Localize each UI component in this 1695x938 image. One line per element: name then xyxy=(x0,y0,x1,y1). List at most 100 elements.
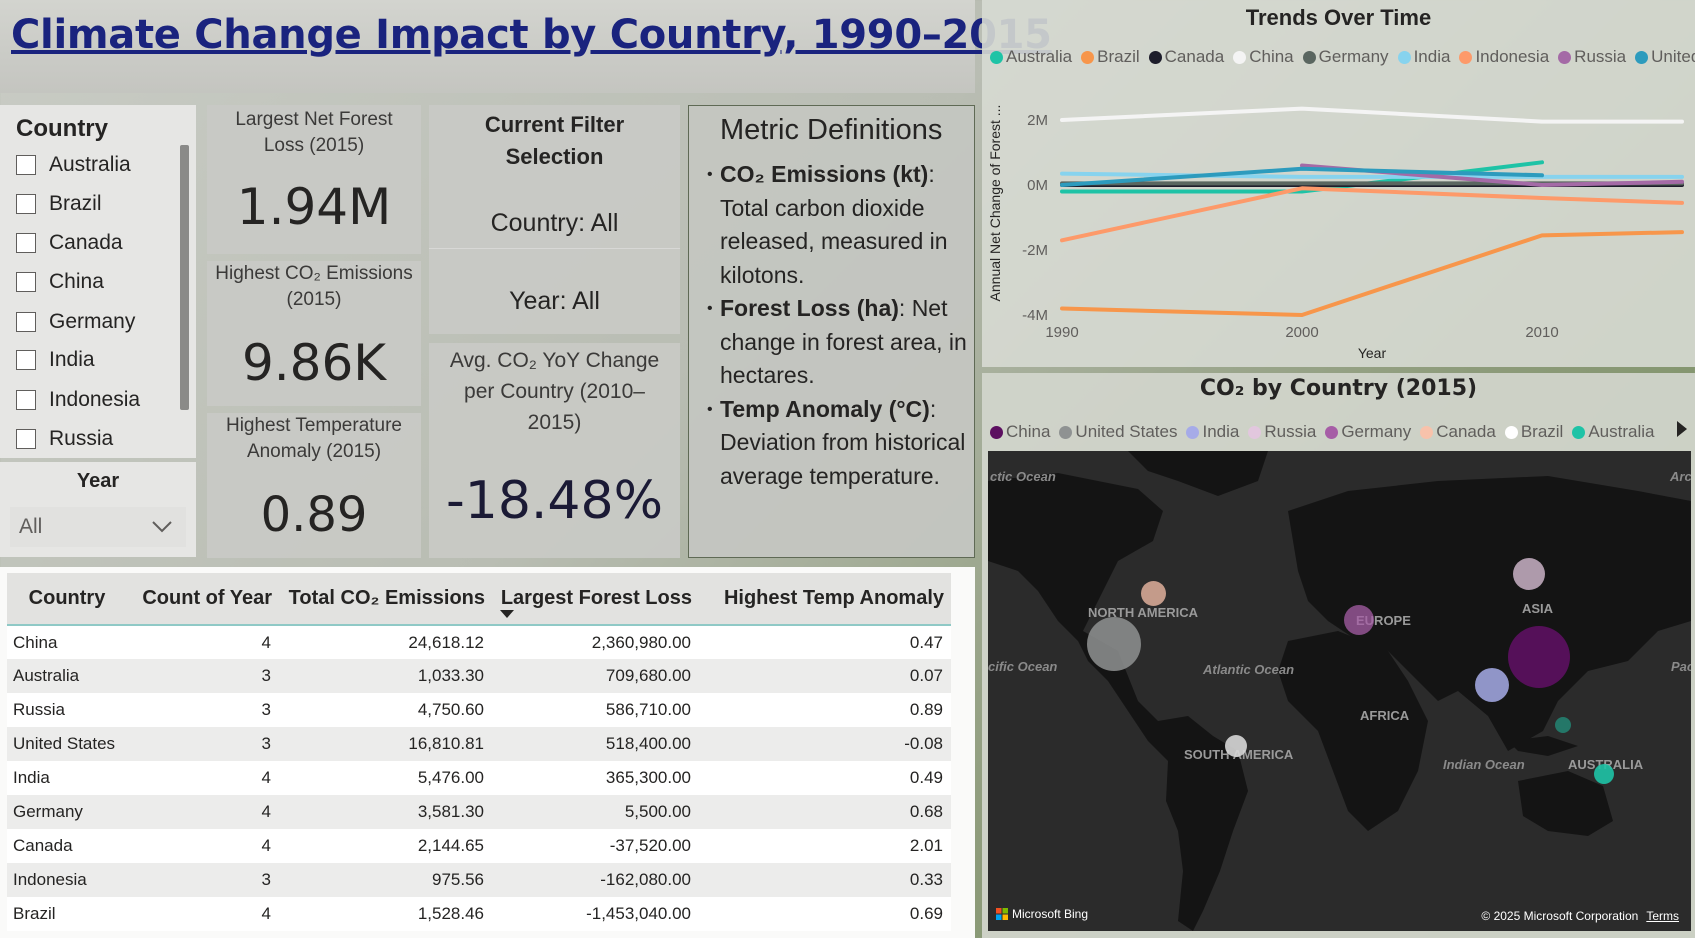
checkbox[interactable] xyxy=(16,155,36,175)
table-row[interactable]: United States 3 16,810.81 518,400.00 -0.08 xyxy=(7,727,951,761)
table-cell: 1,528.46 xyxy=(279,897,492,931)
map-bubble-indonesia[interactable] xyxy=(1555,717,1571,733)
map-bubble-united-states[interactable] xyxy=(1087,617,1141,671)
map-bubble-china[interactable] xyxy=(1508,626,1570,688)
legend-item[interactable]: United St... xyxy=(1635,47,1695,67)
checkbox[interactable] xyxy=(16,233,36,253)
checkbox[interactable] xyxy=(16,390,36,410)
kpi-label: Highest CO₂ Emissions (2015) xyxy=(215,263,413,310)
table-row[interactable]: Australia 3 1,033.30 709,680.00 0.07 xyxy=(7,659,951,693)
legend-item[interactable]: Brazil xyxy=(1081,47,1140,67)
column-header-label: Largest Forest Loss xyxy=(500,587,692,609)
legend-item[interactable]: China xyxy=(1233,47,1294,67)
map-label: Indian Ocean xyxy=(1443,757,1525,772)
table-row[interactable]: India 4 5,476.00 365,300.00 0.49 xyxy=(7,761,951,795)
legend-dot-icon xyxy=(1420,425,1434,439)
table-cell: 0.49 xyxy=(699,761,951,795)
world-map[interactable]: ctic Ocean Arc cific Ocean Atlantic Ocea… xyxy=(988,451,1691,931)
legend-item[interactable]: Canada xyxy=(1148,47,1224,67)
legend-item[interactable]: Indonesia xyxy=(1459,47,1549,67)
series-line-united-st-[interactable] xyxy=(1060,166,1544,187)
column-header-total-co2[interactable]: Total CO₂ Emissions xyxy=(279,573,492,626)
legend-next-arrow-icon[interactable] xyxy=(1677,421,1687,437)
slicer-item-brazil[interactable]: Brazil xyxy=(16,189,102,219)
chart-title: Trends Over Time xyxy=(1245,5,1432,30)
legend-item[interactable]: Brazil xyxy=(1504,422,1563,442)
map-bubble-brazil[interactable] xyxy=(1225,735,1247,757)
column-header-largest-forest-loss[interactable]: Largest Forest Loss xyxy=(492,573,699,626)
filter-selection-card: Current Filter Selection Country: All Ye… xyxy=(429,105,680,334)
table-cell: 16,810.81 xyxy=(279,727,492,761)
slicer-item-canada[interactable]: Canada xyxy=(16,228,123,258)
definition-term: Temp Anomaly (°C) xyxy=(720,395,930,422)
terms-link[interactable]: Terms xyxy=(1646,909,1679,923)
column-header-highest-temp-anomaly[interactable]: Highest Temp Anomaly xyxy=(699,573,951,626)
table-cell: 975.56 xyxy=(279,863,492,897)
series-line-india[interactable] xyxy=(1060,171,1684,179)
legend-item[interactable]: China xyxy=(990,422,1050,442)
table-cell: Brazil xyxy=(7,897,127,931)
legend-item[interactable]: India xyxy=(1186,422,1239,442)
table-cell: -37,520.00 xyxy=(492,829,699,863)
chevron-down-icon xyxy=(152,521,172,533)
co2-map-panel: CO₂ by Country (2015) China United States… xyxy=(982,373,1695,938)
map-copyright: © 2025 Microsoft Corporation Terms xyxy=(1481,909,1679,923)
checkbox[interactable] xyxy=(16,350,36,370)
bing-logo: Microsoft Bing xyxy=(996,907,1088,921)
map-bubble-canada[interactable] xyxy=(1141,581,1166,606)
table-row[interactable]: Indonesia 3 975.56 -162,080.00 0.33 xyxy=(7,863,951,897)
table-row[interactable]: China 4 24,618.12 2,360,980.00 0.47 xyxy=(7,625,951,659)
slicer-item-australia[interactable]: Australia xyxy=(16,150,131,180)
checkbox[interactable] xyxy=(16,194,36,214)
checkbox[interactable] xyxy=(16,272,36,292)
legend-item[interactable]: Germany xyxy=(1302,47,1389,67)
table-cell: 586,710.00 xyxy=(492,693,699,727)
y-tick-label: 2M xyxy=(1027,112,1048,129)
legend-item[interactable]: Australia xyxy=(1572,422,1654,442)
table-row[interactable]: Canada 4 2,144.65 -37,520.00 2.01 xyxy=(7,829,951,863)
map-bubble-germany[interactable] xyxy=(1344,605,1374,635)
legend-dot-icon xyxy=(1233,50,1247,64)
map-bubble-india[interactable] xyxy=(1475,668,1509,702)
slicer-item-germany[interactable]: Germany xyxy=(16,307,135,337)
map-bubble-russia[interactable] xyxy=(1513,558,1545,590)
table-cell: Australia xyxy=(7,659,127,693)
legend-label: China xyxy=(1006,422,1051,441)
table-row[interactable]: Russia 3 4,750.60 586,710.00 0.89 xyxy=(7,693,951,727)
table-cell: 2.01 xyxy=(699,829,951,863)
series-line-china[interactable] xyxy=(1060,106,1684,124)
map-bubble-australia[interactable] xyxy=(1594,764,1614,784)
column-header-count-of-year[interactable]: Count of Year xyxy=(127,573,279,626)
series-line-indonesia[interactable] xyxy=(1060,186,1684,243)
legend-dot-icon xyxy=(1081,50,1095,64)
series-line-brazil[interactable] xyxy=(1060,230,1684,317)
legend-item[interactable]: United States xyxy=(1059,422,1177,442)
slicer-item-india[interactable]: India xyxy=(16,345,95,375)
legend-dot-icon xyxy=(1059,425,1073,439)
legend-item[interactable]: Australia xyxy=(990,47,1072,67)
slicer-item-china[interactable]: China xyxy=(16,267,104,297)
table-row[interactable]: Germany 4 3,581.30 5,500.00 0.68 xyxy=(7,795,951,829)
slicer-item-russia[interactable]: Russia xyxy=(16,424,113,454)
legend-item[interactable]: Russia xyxy=(1248,422,1316,442)
legend-label: Canada xyxy=(1436,422,1496,441)
table-row[interactable]: Brazil 4 1,528.46 -1,453,040.00 0.69 xyxy=(7,897,951,931)
legend-dot-icon xyxy=(1148,50,1162,64)
map-label: Arc xyxy=(1670,469,1691,484)
legend-item[interactable]: India xyxy=(1397,47,1450,67)
kpi-value: 0.89 xyxy=(260,487,368,543)
legend-item[interactable]: Germany xyxy=(1325,422,1411,442)
slicer-scrollbar[interactable] xyxy=(180,145,189,410)
table-cell: 5,476.00 xyxy=(279,761,492,795)
legend-item[interactable]: Russia xyxy=(1558,47,1626,67)
table-cell: 709,680.00 xyxy=(492,659,699,693)
slicer-item-indonesia[interactable]: Indonesia xyxy=(16,385,140,415)
table-cell: -162,080.00 xyxy=(492,863,699,897)
column-header-country[interactable]: Country xyxy=(7,573,127,626)
legend-item[interactable]: Canada xyxy=(1420,422,1496,442)
checkbox[interactable] xyxy=(16,429,36,449)
year-dropdown[interactable]: All xyxy=(10,507,186,547)
map-label: NORTH AMERICA xyxy=(1088,605,1199,620)
checkbox[interactable] xyxy=(16,312,36,332)
